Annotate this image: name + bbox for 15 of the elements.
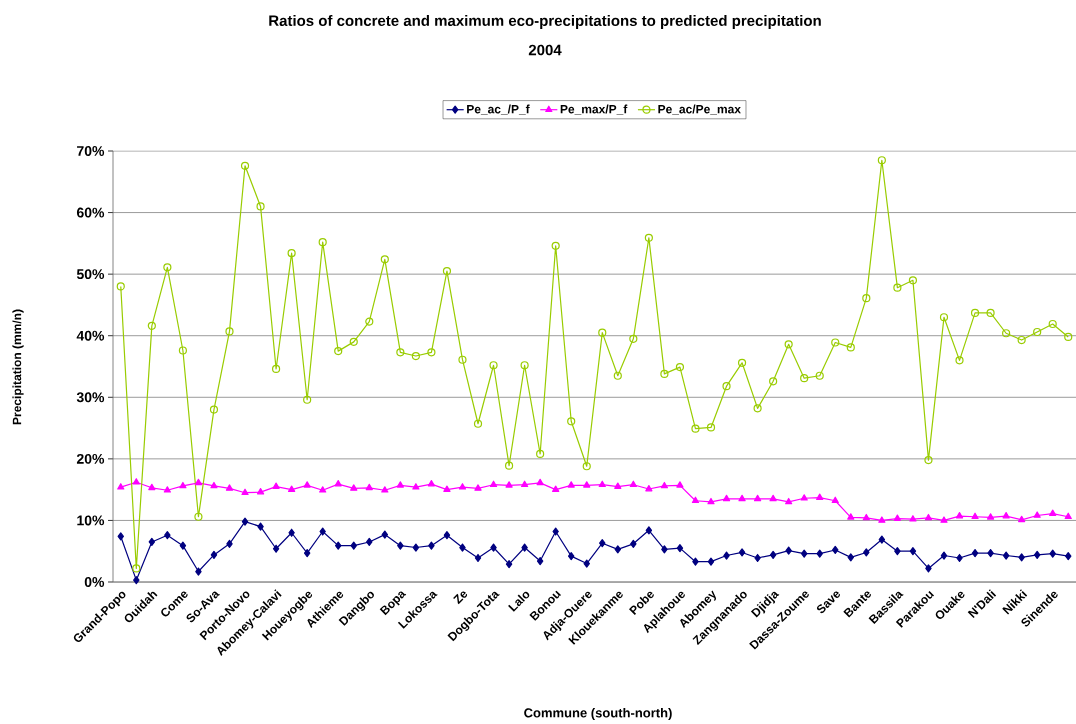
y-tick-label: 20% <box>76 453 105 464</box>
y-tick-label: 30% <box>76 392 105 403</box>
chart-subtitle: 2004 <box>528 44 562 56</box>
y-tick-label: 70% <box>77 146 105 156</box>
y-tick-label: 40% <box>76 330 105 341</box>
legend-label: Pe_ac_/P_f <box>467 104 530 115</box>
y-tick-label: 50% <box>76 269 105 280</box>
chart-title: Ratios of concrete and maximum eco-precipitations to predicted precipitation <box>269 15 821 29</box>
x-axis-title: Commune (south-north) <box>524 707 672 721</box>
y-tick-label: 10% <box>77 515 105 526</box>
y-tick-label: 0% <box>84 577 105 587</box>
y-axis-title: Precipitation (mm/n) <box>12 309 24 425</box>
legend-label: Pe_max/P_f <box>560 104 628 115</box>
legend-label: Pe_ac/Pe_max <box>658 104 741 115</box>
y-tick-label: 60% <box>76 207 105 218</box>
